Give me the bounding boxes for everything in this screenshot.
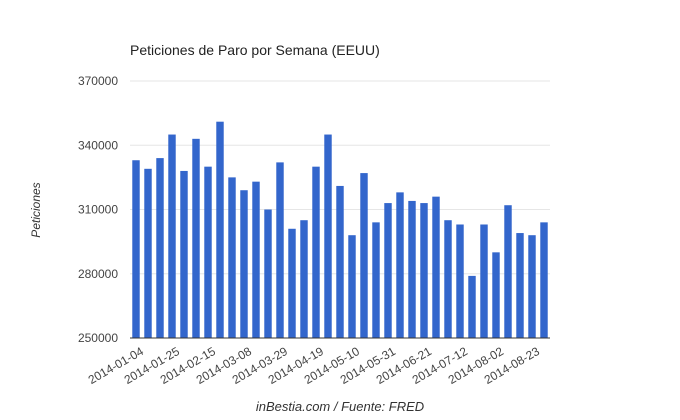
bar: [192, 138, 200, 338]
y-tick-label: 340000: [78, 138, 118, 152]
bar: [324, 134, 332, 338]
bar: [516, 233, 524, 338]
bar: [228, 177, 236, 338]
bar: [444, 220, 452, 338]
y-tick-label: 310000: [78, 203, 118, 217]
bar: [468, 275, 476, 338]
bar: [372, 222, 380, 338]
bar: [252, 181, 260, 338]
bar: [216, 121, 224, 338]
bar: [504, 205, 512, 338]
bars: [132, 121, 548, 338]
x-tick-labels: 2014-01-042014-01-252014-02-152014-03-08…: [86, 344, 542, 387]
bar: [144, 168, 152, 338]
bar: [276, 162, 284, 338]
chart-title: Peticiones de Paro por Semana (EEUU): [130, 42, 380, 58]
bar: [168, 134, 176, 338]
y-tick-label: 370000: [78, 74, 118, 88]
bar: [420, 203, 428, 338]
bar: [540, 222, 548, 338]
bar: [384, 203, 392, 338]
bar: [456, 224, 464, 338]
bar: [528, 235, 536, 338]
bar: [312, 166, 320, 338]
y-axis-title: Peticiones: [29, 182, 43, 237]
y-tick-label: 250000: [78, 331, 118, 345]
bar: [360, 173, 368, 338]
source-note: inBestia.com / Fuente: FRED: [256, 399, 424, 414]
y-tick-labels: 250000 280000 310000 340000 370000: [78, 74, 118, 345]
bar: [432, 196, 440, 338]
bar: [132, 160, 140, 338]
bar: [288, 228, 296, 338]
bar: [204, 166, 212, 338]
bar: [336, 185, 344, 338]
bar: [492, 252, 500, 338]
bar: [180, 170, 188, 338]
bar: [348, 235, 356, 338]
bar: [396, 192, 404, 338]
bar: [300, 220, 308, 338]
bar: [408, 200, 416, 338]
bar: [156, 158, 164, 338]
bar: [240, 190, 248, 338]
bar: [264, 209, 272, 338]
bar: [480, 224, 488, 338]
y-tick-label: 280000: [78, 267, 118, 281]
